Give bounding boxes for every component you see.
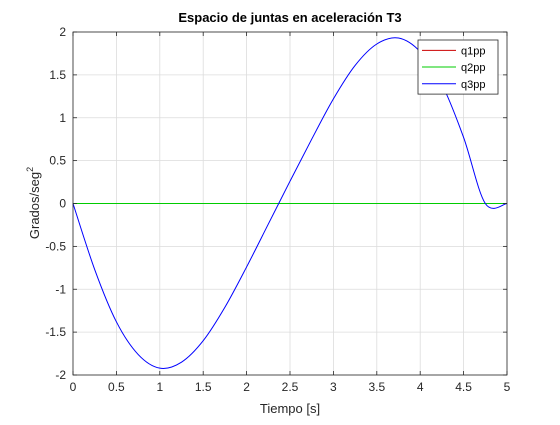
x-tick-label: 3 [330,380,337,394]
x-tick-label: 2.5 [282,380,299,394]
x-tick-label: 1 [156,380,163,394]
legend-label-q2pp: q2pp [461,62,485,74]
y-tick-label: -0.5 [45,239,66,253]
y-tick-label: 1.5 [49,68,66,82]
y-axis-label: Grados/seg2 [25,167,42,239]
y-tick-label: -1.5 [45,325,66,339]
chart-title: Espacio de juntas en aceleración T3 [178,10,401,25]
y-axis-label-text: Grados/seg [27,172,42,239]
y-tick-label: 2 [59,25,66,39]
x-tick-label: 4.5 [455,380,472,394]
x-tick-label: 4 [417,380,424,394]
y-tick-label: -2 [55,368,66,382]
legend-label-q1pp: q1pp [461,45,485,57]
x-tick-label: 0 [70,380,77,394]
x-tick-label: 5 [504,380,511,394]
x-tick-labels: 0 0.5 1 1.5 2 2.5 3 3.5 4 4.5 5 [70,380,511,394]
ticks [72,31,508,376]
legend-label-q3pp: q3pp [461,79,485,91]
y-tick-labels: -2 -1.5 -1 -0.5 0 0.5 1 1.5 2 [45,25,66,382]
x-tick-label: 0.5 [108,380,125,394]
y-axis-label-exponent: 2 [25,167,35,172]
x-tick-label: 1.5 [195,380,212,394]
y-tick-label: 1 [59,111,66,125]
y-tick-label: 0.5 [49,154,66,168]
y-tick-label: 0 [59,197,66,211]
x-tick-label: 2 [243,380,250,394]
x-tick-label: 3.5 [368,380,385,394]
y-tick-label: -1 [55,282,66,296]
x-axis-label: Tiempo [s] [260,401,320,416]
legend: q1pp q2pp q3pp [417,39,499,95]
